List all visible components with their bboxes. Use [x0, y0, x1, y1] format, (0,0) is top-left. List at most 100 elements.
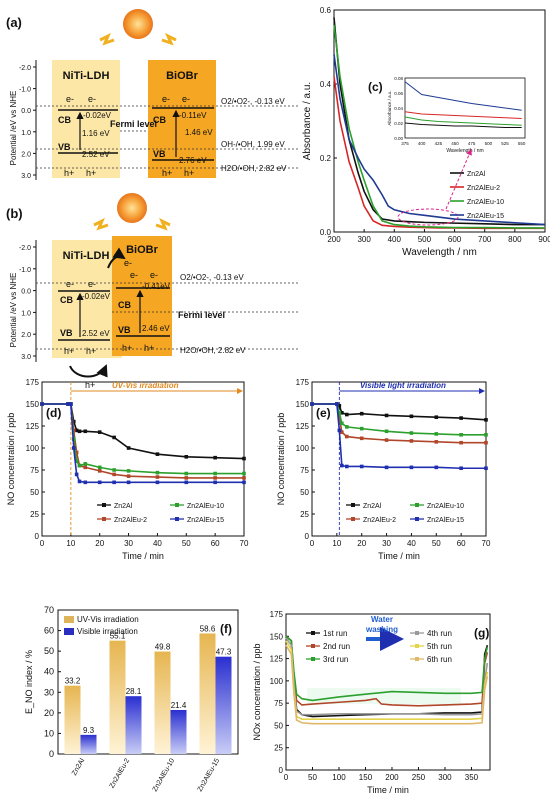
y-tick-label: 25 [30, 510, 39, 519]
y-tick-label: 75 [300, 466, 309, 475]
water-washing-label: washing [365, 625, 398, 634]
x-tick-label: 70 [482, 539, 491, 548]
legend-label: Zn2AlEu-15 [467, 213, 504, 220]
x-tick-label: 60 [211, 539, 220, 548]
inset-x-axis-label: Wavelength / nm [446, 148, 483, 154]
y-tick-label: 3.0 [21, 354, 31, 361]
data-point [384, 413, 389, 418]
x-tick-label: 100 [332, 773, 346, 782]
data-point [409, 465, 414, 470]
y-tick-label: 0.0 [320, 228, 332, 237]
inset-x-tick-label: 425 [435, 141, 443, 146]
legend-label: 2nd run [323, 642, 350, 651]
l-cb-value-b: -0.02eV [82, 292, 111, 301]
y-tick-label: 30 [44, 687, 54, 697]
y-tick-label: 50 [44, 646, 54, 656]
bar-value-label: 9.3 [83, 726, 95, 735]
x-tick-label: 40 [153, 539, 162, 548]
y-tick-label: 25 [274, 744, 283, 753]
panel-d-chart: 0 10 20 30 40 50 60 70 0 25 50 75 100 125 150 175 Time /… [6, 378, 249, 561]
legend-marker [311, 631, 315, 635]
x-axis-label: Time / min [367, 785, 409, 795]
electron-transfer-arrow-b [107, 247, 126, 269]
x-tick-label: 350 [465, 773, 479, 782]
inset-y-tick-label: 0.08 [394, 76, 403, 81]
l-cb-value-a: -0.02eV [83, 111, 112, 120]
bar [170, 709, 187, 754]
y-tick-label: 0 [35, 532, 40, 541]
y-tick-label: 0.6 [320, 6, 332, 15]
y-tick-label: 2.0 [21, 151, 31, 158]
fermi-label-b: Fermi level [178, 310, 225, 320]
y-tick-label: 175 [296, 378, 310, 387]
data-point [83, 462, 88, 466]
y-tick-label: 0 [305, 532, 310, 541]
x-tick-label: 0 [40, 539, 45, 548]
y-axis-label: NO concentration / ppb [6, 413, 16, 506]
data-point [345, 412, 349, 417]
data-point [77, 429, 82, 434]
data-point [242, 480, 246, 485]
data-point [83, 465, 88, 470]
inset-y-axis-label: Absorbance / a.u. [387, 90, 392, 125]
x-tick-label: 30 [382, 539, 391, 548]
data-point [112, 435, 116, 440]
r-vb-value-a: 2.76 eV [179, 156, 207, 165]
bar-value-label: 28.1 [126, 687, 142, 696]
legend-label: 1st run [323, 629, 347, 638]
legend-marker [175, 517, 179, 521]
bar [64, 685, 81, 754]
data-point [155, 480, 160, 485]
zoom-ellipse [397, 208, 459, 226]
data-point [77, 479, 82, 484]
data-point [74, 459, 79, 463]
data-point [40, 402, 44, 406]
legend-marker [415, 644, 419, 648]
panel-a: (a) Potential /eV vs NHE -2.0 -1.0 0.0 1.0 2… [6, 9, 300, 180]
data-point [126, 469, 131, 473]
data-point [459, 466, 463, 471]
series-line [285, 635, 489, 702]
inset-series-line [404, 122, 522, 128]
fermi-label-a: Fermi level [110, 119, 157, 129]
legend-marker [351, 517, 355, 521]
y-axis-label: NOx concentration / ppb [252, 643, 262, 740]
data-point [359, 464, 364, 469]
sun-b-icon [93, 193, 171, 231]
panel-label: (e) [316, 406, 331, 420]
panel-a-label: (a) [6, 15, 22, 30]
y-tick-label: 150 [26, 400, 40, 409]
y-tick-label: 175 [270, 610, 284, 619]
electron-a2: e- [88, 94, 96, 104]
cb-label-b-left: CB [60, 295, 73, 305]
plot-frame [333, 9, 546, 233]
plot-frame [57, 609, 239, 755]
y-tick-label: 25 [300, 510, 309, 519]
legend-marker [415, 657, 419, 661]
data-point [126, 446, 131, 450]
legend-marker [102, 503, 106, 507]
data-point [384, 429, 389, 434]
nitildh-box-b [52, 240, 122, 358]
y-tick-label: 150 [270, 632, 284, 641]
y-axis-label: Absorbance / a.u. [302, 82, 313, 160]
vb-label-b-right: VB [118, 325, 131, 335]
plot-frame [285, 613, 491, 771]
inset-x-tick-label: 400 [418, 141, 426, 146]
legend-label: Zn2Al [114, 503, 133, 510]
biobr-box-a [148, 60, 216, 178]
data-point [409, 431, 414, 435]
legend-marker [102, 517, 106, 521]
data-point [459, 433, 463, 437]
electron-a3: e- [162, 94, 170, 104]
legend-label: 5th run [427, 642, 452, 651]
l-gap-value-a: 1.16 eV [82, 129, 110, 138]
hole-b3: h+ [122, 343, 132, 353]
data-point [459, 416, 463, 420]
vb-label-a-left: VB [58, 142, 71, 152]
series-line [285, 644, 489, 725]
data-point [345, 464, 349, 469]
data-point [69, 402, 73, 406]
x-tick-label: 30 [124, 539, 133, 548]
data-point [384, 438, 389, 442]
